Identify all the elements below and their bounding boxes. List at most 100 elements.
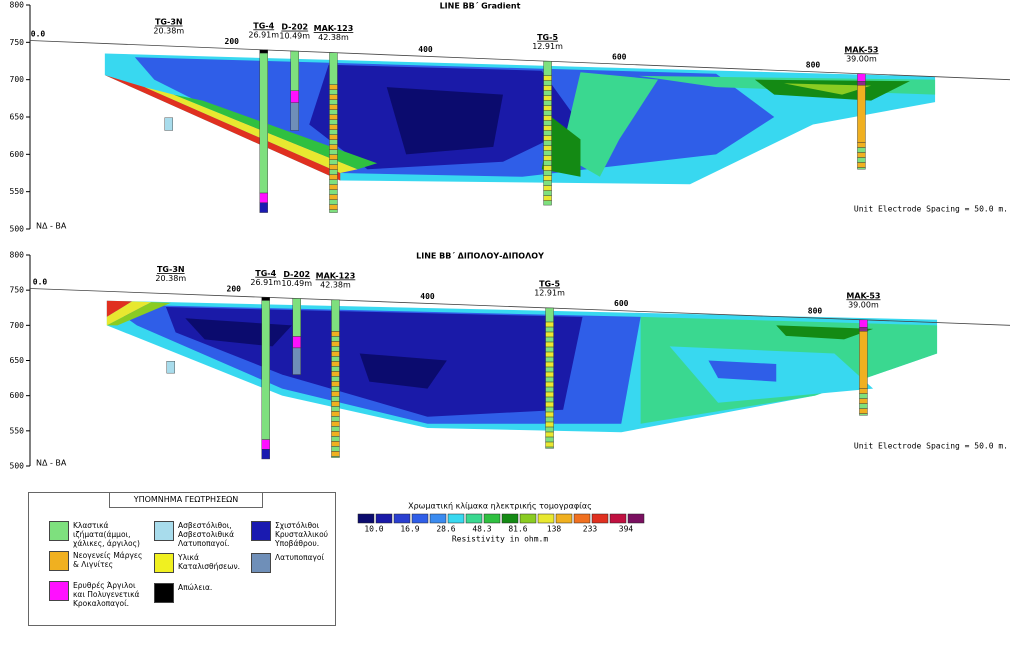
borehole-layer: [545, 401, 554, 408]
borehole-layer: [292, 336, 301, 349]
borehole-layer: [545, 436, 554, 443]
borehole-name: TG-5: [539, 279, 560, 288]
borehole-layer: [329, 159, 338, 165]
borehole-layer: [545, 341, 554, 348]
borehole-layer: [331, 411, 340, 417]
borehole-depth: 39.00m: [846, 54, 877, 63]
borehole-layer: [545, 356, 554, 363]
borehole-layer: [545, 326, 554, 333]
borehole-layer: [331, 426, 340, 432]
legend-item: Ερυθρές Άργιλοι και Πολυγενετικά Κροκαλο…: [49, 581, 144, 608]
borehole-layer: [543, 150, 552, 156]
scale-label: 48.3: [472, 525, 491, 534]
borehole-depth: 12.91m: [532, 42, 563, 51]
scale-label: 10.0: [364, 525, 383, 534]
borehole-layer: [290, 90, 299, 103]
borehole-name: TG-4: [253, 21, 274, 30]
y-tick-label: 750: [10, 286, 25, 295]
borehole-layer: [543, 115, 552, 121]
borehole-layer: [543, 170, 552, 176]
borehole-layer: [331, 376, 340, 382]
borehole-layer: [329, 179, 338, 185]
borehole-depth: 12.91m: [534, 288, 565, 297]
x-tick-label: 800: [808, 307, 823, 316]
legend-item: Υλικά Καταλισθήσεων.: [154, 553, 249, 573]
borehole-layer: [857, 142, 866, 148]
borehole-layer: [331, 421, 340, 427]
borehole-layer: [543, 75, 552, 81]
borehole-layer: [329, 124, 338, 130]
legend-item: Κλαστικά ιζήματα(άμμοι, χάλικες, άργιλος…: [49, 521, 144, 548]
ground-surface: [29, 40, 1011, 81]
borehole-layer: [329, 129, 338, 135]
borehole-layer: [329, 99, 338, 105]
borehole-layer: [545, 346, 554, 353]
borehole-layer: [261, 439, 270, 450]
borehole-layer: [859, 403, 868, 409]
borehole-layer: [543, 110, 552, 116]
borehole-name: TG-3N: [155, 18, 183, 27]
scale-swatch: [501, 513, 519, 524]
legend-swatch: [154, 553, 174, 573]
borehole-layer: [543, 160, 552, 166]
borehole-layer: [857, 81, 866, 86]
borehole-layer: [859, 393, 868, 399]
legend-label: Λατυποπαγοί: [275, 553, 325, 562]
scale-swatch: [357, 513, 375, 524]
resistivity-zone: [386, 87, 503, 155]
borehole-layer: [857, 157, 866, 163]
borehole-layer: [292, 347, 301, 375]
borehole-layer: [329, 94, 338, 100]
panel-title: LINE BB΄ ΔΙΠΟΛΟΥ-ΔΙΠΟΛΟΥ: [416, 251, 544, 261]
y-tick-label: 600: [10, 391, 25, 400]
borehole-layer: [543, 140, 552, 146]
borehole-layer: [545, 366, 554, 373]
resistivity-zone: [173, 94, 378, 170]
borehole-layer: [545, 421, 554, 428]
borehole-layer: [261, 449, 270, 460]
borehole-layer: [543, 185, 552, 191]
borehole-name: D-202: [281, 23, 308, 32]
resistivity-zone: [783, 83, 872, 95]
borehole-layer: [331, 451, 340, 457]
borehole-layer: [543, 100, 552, 106]
orientation: ΝΔ - ΒΑ: [36, 222, 67, 231]
x-tick-label: 0.0: [31, 29, 46, 38]
borehole-layer: [545, 307, 554, 323]
legend-item: Λατυποπαγοί: [251, 553, 346, 573]
resistivity-zone: [359, 353, 447, 389]
resistivity-zone: [144, 87, 358, 173]
y-tick-label: 600: [10, 150, 25, 159]
borehole-layer: [545, 321, 554, 328]
borehole-layer: [331, 299, 340, 332]
borehole-layer: [290, 102, 299, 131]
borehole-name: MAK-123: [314, 24, 354, 33]
borehole-layer: [543, 175, 552, 181]
borehole-layer: [543, 155, 552, 161]
borehole-layer: [259, 202, 268, 213]
borehole-layer: [857, 147, 866, 153]
borehole-name: D-202: [283, 270, 310, 279]
borehole-layer: [331, 391, 340, 397]
borehole-layer: [331, 336, 340, 342]
borehole-layer: [543, 165, 552, 171]
x-tick-label: 600: [612, 53, 627, 62]
resistivity-zone: [776, 325, 874, 340]
borehole-layer: [329, 164, 338, 170]
borehole-layer: [329, 89, 338, 95]
legend-label: Ασβεστόλιθοι, Ασβεστολιθικά Λατυποπαγοί.: [178, 521, 235, 548]
borehole-layer: [859, 319, 868, 328]
borehole-layer: [859, 408, 868, 414]
legend-label: Υλικά Καταλισθήσεων.: [178, 553, 241, 571]
borehole-layer: [331, 456, 340, 458]
scale-swatch: [393, 513, 411, 524]
borehole-layer: [259, 52, 268, 194]
borehole-layer: [859, 388, 868, 394]
borehole-layer: [545, 386, 554, 393]
x-tick-label: 200: [225, 37, 240, 46]
resistivity-zone: [708, 360, 777, 382]
legend-swatch: [49, 521, 69, 541]
scale-swatch: [573, 513, 591, 524]
scale-swatch: [465, 513, 483, 524]
borehole-layer: [166, 361, 175, 374]
